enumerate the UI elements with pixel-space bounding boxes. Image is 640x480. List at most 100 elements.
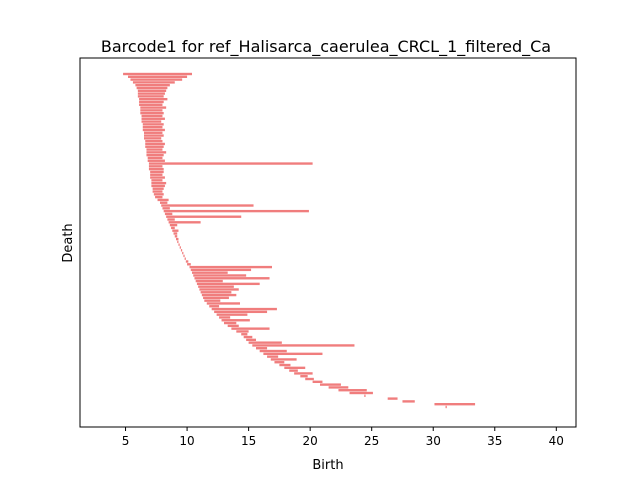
barcode-bar [145, 145, 164, 148]
barcode-bar [402, 400, 415, 403]
barcode-bar [140, 111, 164, 115]
barcode-bar [123, 72, 192, 76]
barcode-bar [141, 114, 163, 118]
barcode-bar [185, 260, 189, 263]
barcode-bar [148, 165, 163, 168]
barcode-bar [294, 372, 313, 375]
barcode-bar [163, 209, 309, 213]
barcode-bar [164, 212, 173, 216]
barcode-bar [179, 246, 181, 249]
barcode-bar [139, 103, 163, 106]
barcode-bar [137, 92, 165, 95]
barcode-bar [166, 215, 242, 218]
barcode-bar [178, 243, 180, 246]
barcode-bar [195, 279, 223, 283]
barcode-bar [172, 229, 179, 232]
barcode-bar [211, 307, 277, 311]
barcode-bar [445, 405, 447, 409]
barcode-bar [184, 257, 186, 260]
barcode-bar [263, 352, 323, 356]
barcode-bar [227, 324, 239, 328]
barcode-bar [320, 383, 341, 386]
barcode-bar [312, 380, 323, 384]
x-axis-ticks: 5 10 15 20 25 30 35 40 [122, 427, 564, 448]
barcode-bar [146, 148, 163, 151]
barcode-bar [187, 263, 191, 266]
barcode-bar [241, 333, 248, 336]
barcode-bar [216, 313, 248, 316]
bars-layer [123, 72, 476, 409]
barcode-bar [142, 125, 163, 129]
barcode-bar [161, 204, 254, 207]
barcode-bar [155, 195, 163, 199]
barcode-bar [152, 190, 163, 193]
barcode-bar [144, 134, 164, 137]
barcode-bar [209, 305, 220, 308]
barcode-bar [284, 366, 306, 370]
barcode-bar [147, 156, 163, 160]
barcode-bar [174, 235, 178, 238]
barcode-bar [136, 86, 168, 90]
barcode-bar [132, 81, 175, 84]
barcode-bar [173, 232, 178, 235]
plot-frame [79, 57, 577, 428]
barcode-bar [200, 291, 232, 294]
barcode-bar [144, 131, 163, 134]
barcode-bar [203, 296, 229, 300]
barcode-bar [128, 75, 188, 78]
barcode-bar [270, 358, 297, 361]
barcode-bar [168, 221, 201, 224]
barcode-bar [199, 288, 239, 291]
barcode-bar [169, 223, 178, 227]
barcode-bar [148, 162, 313, 165]
barcode-bar [177, 240, 179, 244]
barcode-bar [204, 299, 221, 302]
barcode-bar [146, 153, 164, 157]
barcode-bar [214, 310, 268, 314]
barcode-bar [231, 327, 270, 330]
chart-title: Barcode1 for ref_Halisarca_caerulea_CRCL… [101, 37, 551, 57]
barcode-bar [139, 97, 168, 101]
barcode-bar [150, 173, 163, 176]
barcode-bar [246, 338, 256, 342]
barcode-bar [145, 139, 163, 143]
barcode-bar [219, 316, 231, 319]
barcode-bar [387, 397, 398, 400]
barcode-bar [160, 201, 168, 204]
barcode-bar [196, 282, 260, 286]
barcode-bar [135, 84, 170, 87]
barcode-bar [144, 137, 162, 140]
x-tick-label: 10 [179, 434, 194, 448]
barcode-bar [274, 361, 285, 364]
x-tick-label: 35 [487, 434, 502, 448]
barcode-bar [137, 95, 164, 98]
barcode-bar [279, 363, 291, 367]
barcode-bar [167, 218, 175, 221]
x-tick-label: 15 [241, 434, 256, 448]
barcode-bar [248, 341, 282, 344]
barcode-bar [182, 251, 184, 255]
barcode-bar [145, 142, 165, 146]
barcode-bar [190, 268, 252, 272]
x-tick-label: 40 [549, 434, 564, 448]
x-axis-label: Birth [312, 458, 343, 473]
barcode-bar [267, 355, 279, 358]
barcode-bar [176, 237, 179, 241]
barcode-bar [192, 271, 228, 274]
x-tick-label: 25 [364, 434, 379, 448]
barcode-bar [141, 117, 165, 120]
barcode-bar [147, 159, 165, 162]
barcode-bar [201, 293, 237, 297]
barcode-bar [221, 319, 250, 322]
barcode-bar [198, 285, 234, 288]
barcode-bar [349, 391, 373, 395]
barcode-bar [256, 347, 268, 350]
x-tick-label: 20 [303, 434, 318, 448]
barcode-bar [236, 330, 249, 333]
barcode-bar [193, 274, 247, 277]
barcode-bar [189, 265, 272, 269]
barcode-bar [183, 254, 185, 258]
barcode-bar [146, 151, 167, 154]
barcode-bar [289, 369, 298, 372]
